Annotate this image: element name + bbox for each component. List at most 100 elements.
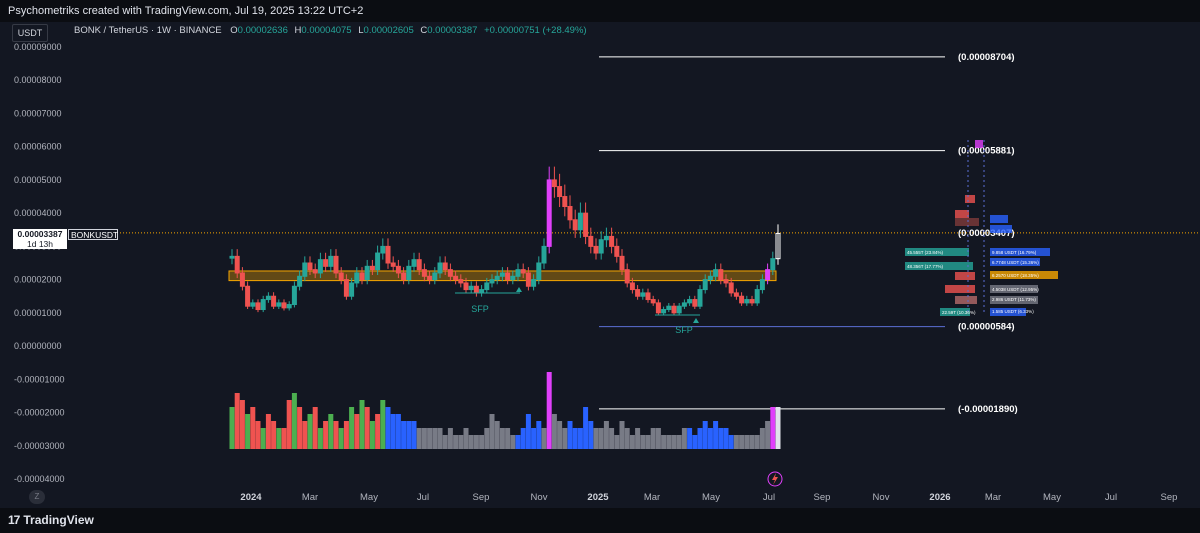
volume-bar: [577, 428, 583, 449]
volume-bar: [411, 421, 417, 449]
candle-body: [661, 309, 667, 314]
candle-body: [479, 289, 485, 294]
volume-profile-label: 1.585 USDT (6.33%): [992, 309, 1034, 314]
x-tick-label: Mar: [644, 492, 660, 503]
candle-body: [505, 272, 511, 281]
lightning-icon[interactable]: [767, 471, 783, 487]
volume-profile-bar: [990, 248, 1050, 256]
candle-body: [515, 269, 521, 277]
x-tick-label: Jul: [1105, 492, 1117, 503]
volume-bar: [551, 414, 557, 449]
candle-body: [364, 265, 370, 281]
candle-body: [453, 275, 459, 281]
volume-bar: [250, 407, 256, 449]
tradingview-logo[interactable]: 17 TradingView: [8, 513, 94, 527]
volume-bar: [733, 435, 739, 449]
legend-l-value: 0.00002605: [363, 25, 414, 36]
volume-bar: [369, 421, 375, 449]
candle-body: [359, 272, 365, 281]
candle-body: [546, 179, 552, 247]
volume-bar: [562, 428, 568, 449]
y-tick-label: -0.00001000: [14, 374, 65, 384]
volume-profile-bar: [990, 296, 1038, 304]
candle-body: [635, 289, 641, 297]
volume-bar: [281, 428, 287, 449]
volume-profile-label: 2.986 USDT (11.73%): [992, 297, 1036, 302]
legend-h-value: 0.00004075: [301, 25, 352, 36]
candle-body: [557, 186, 563, 198]
volume-bar: [380, 400, 386, 449]
x-tick-label: Mar: [985, 492, 1001, 503]
volume-profile-label: 22.59T (10.36%): [942, 310, 976, 315]
candle-body: [302, 262, 308, 277]
y-tick-label: -0.00003000: [14, 441, 65, 451]
candle-body: [723, 279, 729, 284]
volume-bar: [598, 428, 604, 449]
volume-bar: [234, 393, 240, 449]
volume-bar: [593, 428, 599, 449]
volume-bar: [401, 421, 407, 449]
candle-body: [437, 262, 443, 274]
volume-bar: [775, 407, 781, 449]
volume-bar: [629, 435, 635, 449]
volume-bar: [447, 428, 453, 449]
candle-body: [354, 272, 360, 284]
candle-body: [702, 279, 708, 291]
volume-bar: [588, 421, 594, 449]
candle-body: [713, 269, 719, 277]
x-tick-label: Nov: [873, 492, 890, 503]
sfp-annotation: SFP: [675, 325, 693, 335]
x-tick-label: 2025: [587, 492, 609, 503]
volume-bar: [349, 407, 355, 449]
volume-bar: [572, 428, 578, 449]
volume-bar: [583, 407, 589, 449]
volume-bar: [624, 428, 630, 449]
candle-body: [765, 269, 771, 281]
candle-body: [234, 255, 240, 274]
volume-bar: [458, 435, 464, 449]
sfp-annotation: SFP: [471, 304, 489, 314]
y-tick-label: 0.00006000: [14, 142, 62, 152]
price-chart[interactable]: 0.00009000 0.00008000 0.00007000 0.00006000…: [0, 0, 1200, 508]
chart-caption: Psychometriks created with TradingView.c…: [0, 0, 1200, 22]
volume-bar: [328, 414, 334, 449]
x-tick-label: 2026: [929, 492, 950, 503]
volume-profile-label: 4.5038 USDT (12.95%): [992, 287, 1039, 292]
volume-bar: [453, 435, 459, 449]
candle-body: [349, 282, 355, 297]
volume-bar: [520, 428, 526, 449]
candle-body: [645, 292, 651, 301]
volume-bar: [494, 421, 500, 449]
volume-bar: [718, 428, 724, 449]
currency-button[interactable]: USDT: [12, 24, 48, 42]
candle-body: [536, 262, 542, 281]
candle-body: [593, 245, 599, 254]
candle-body: [406, 265, 412, 281]
candle-body: [312, 269, 318, 274]
volume-bar: [390, 414, 396, 449]
candle-body: [380, 245, 386, 254]
x-tick-label: Jul: [417, 492, 429, 503]
candle-body: [609, 235, 615, 247]
candle-body: [276, 302, 282, 307]
x-tick-label: Sep: [473, 492, 490, 503]
candle-body: [603, 235, 609, 241]
volume-bar: [343, 421, 349, 449]
volume-profile-label: 6.7748 USDT (15.36%): [992, 260, 1039, 265]
candle-body: [728, 282, 734, 294]
volume-bar: [385, 407, 391, 449]
y-tick-label: 0.00000000: [14, 341, 62, 351]
x-tick-label: Jul: [763, 492, 775, 503]
candle-body: [239, 272, 245, 287]
candle-body: [687, 299, 693, 304]
y-tick-label: 0.00007000: [14, 108, 62, 118]
zoom-button[interactable]: Z: [29, 490, 45, 504]
volume-bar: [255, 421, 261, 449]
volume-profile-bar: [990, 271, 1058, 279]
volume-profile-bar: [955, 296, 977, 304]
legend-c-value: 0.00003387: [427, 25, 478, 36]
volume-bar: [463, 428, 469, 449]
volume-profile-bar: [990, 225, 1012, 233]
candle-body: [733, 292, 739, 297]
tradingview-brand: TradingView: [23, 513, 94, 527]
